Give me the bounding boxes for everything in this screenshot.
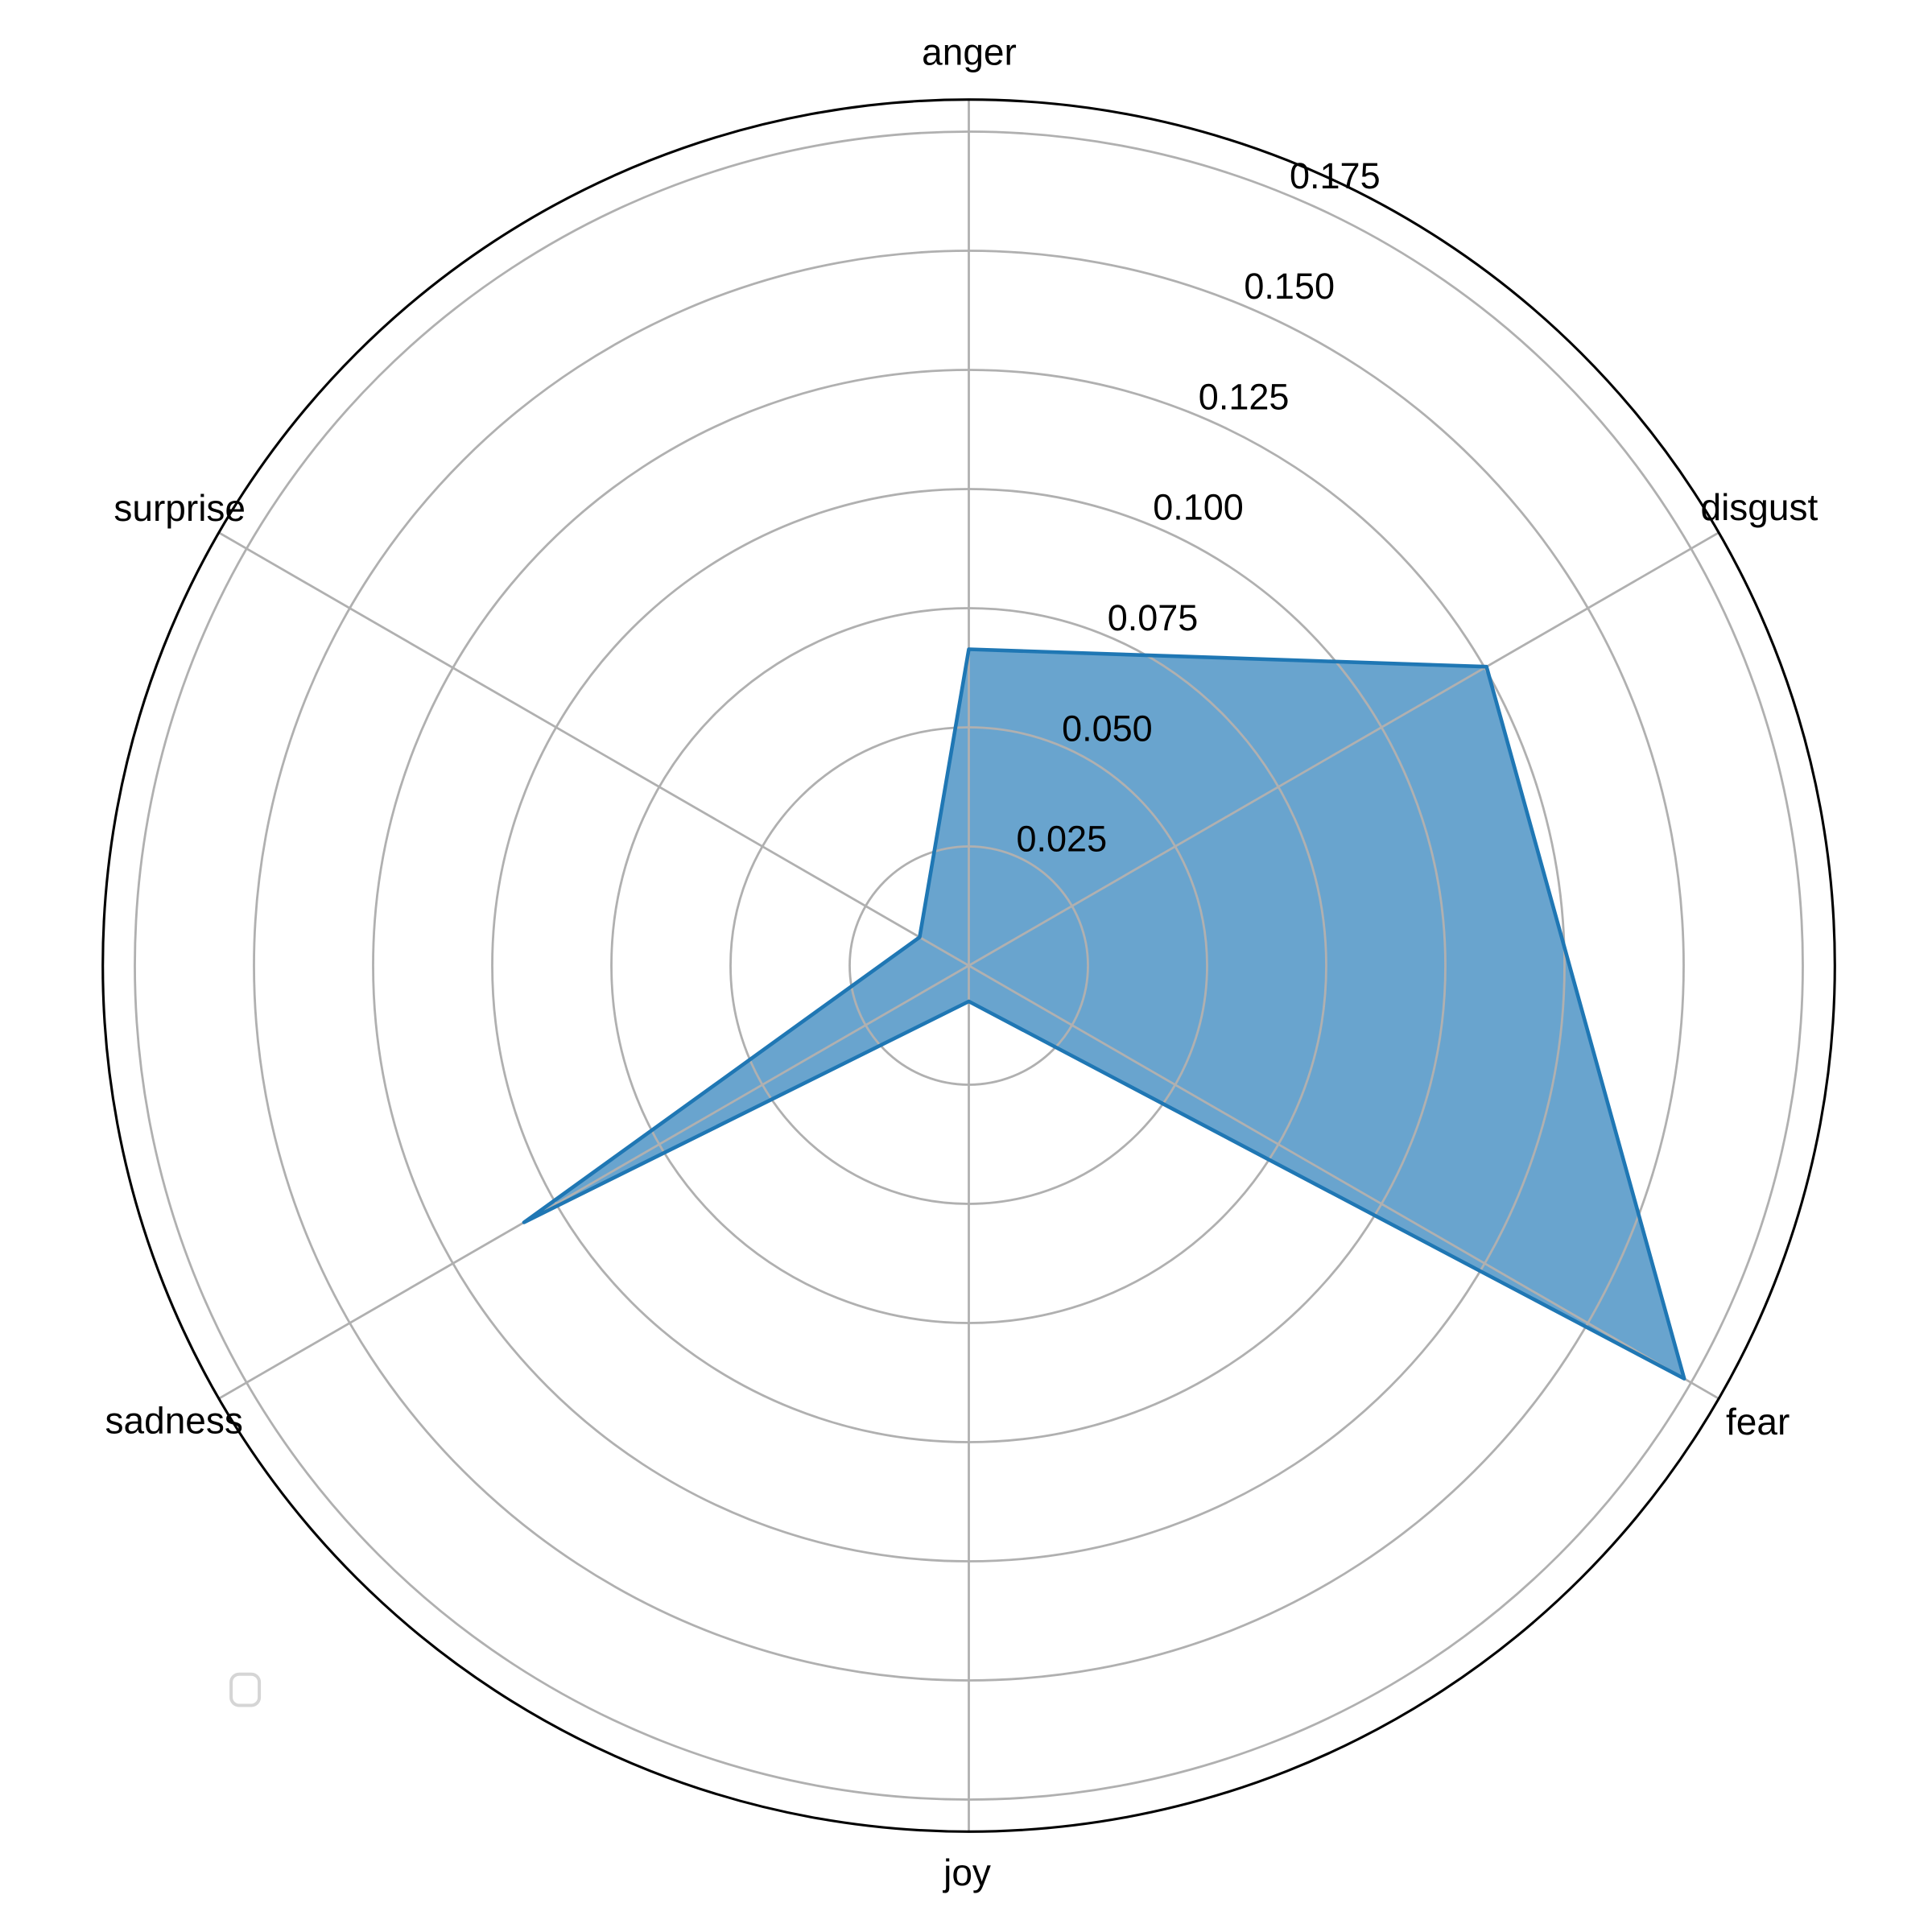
svg-text:0.025: 0.025 (1017, 819, 1108, 860)
svg-text:disgust: disgust (1701, 486, 1818, 528)
svg-text:joy: joy (942, 1852, 991, 1893)
svg-text:0.100: 0.100 (1153, 487, 1244, 528)
svg-text:0.125: 0.125 (1199, 376, 1290, 417)
svg-text:surprise: surprise (114, 487, 246, 529)
svg-text:0.150: 0.150 (1244, 266, 1335, 307)
svg-text:anger: anger (922, 31, 1017, 73)
svg-text:fear: fear (1726, 1401, 1790, 1443)
svg-text:sadness: sadness (105, 1400, 243, 1442)
svg-text:0.075: 0.075 (1108, 597, 1199, 638)
svg-text:0.050: 0.050 (1062, 708, 1153, 749)
svg-text:0.175: 0.175 (1290, 155, 1381, 196)
